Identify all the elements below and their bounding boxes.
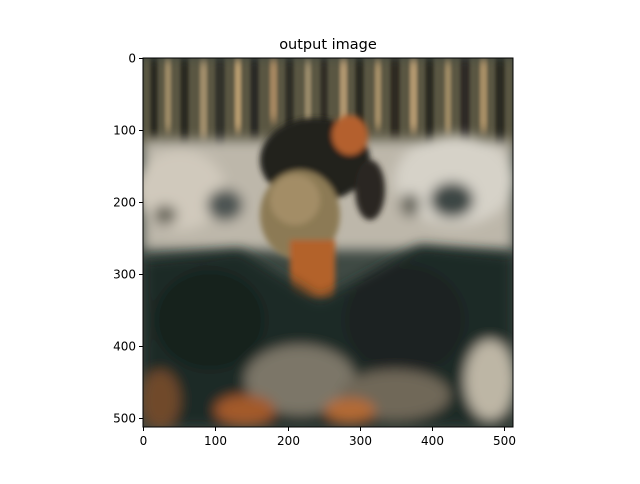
x-tick-label: 0 [140, 434, 148, 448]
x-tick-label: 500 [493, 434, 516, 448]
y-tick-label: 500 [113, 412, 136, 426]
y-axis: 0 100 200 300 400 500 [113, 52, 143, 426]
top-streak-band [143, 58, 513, 148]
chart-title: output image [279, 37, 377, 53]
dark-lower-band [143, 245, 513, 427]
x-axis: 0 100 200 300 400 500 [140, 427, 516, 448]
x-tick-label: 200 [277, 434, 300, 448]
y-tick-label: 0 [128, 52, 136, 66]
x-tick-label: 400 [421, 434, 444, 448]
y-tick-label: 300 [113, 268, 136, 282]
y-tick-label: 100 [113, 124, 136, 138]
x-tick-label: 100 [204, 434, 227, 448]
y-tick-label: 200 [113, 196, 136, 210]
central-figure [260, 115, 385, 300]
axes-frame [142, 57, 514, 428]
x-tick-label: 300 [349, 434, 372, 448]
y-tick-label: 400 [113, 340, 136, 354]
output-image [143, 58, 513, 427]
